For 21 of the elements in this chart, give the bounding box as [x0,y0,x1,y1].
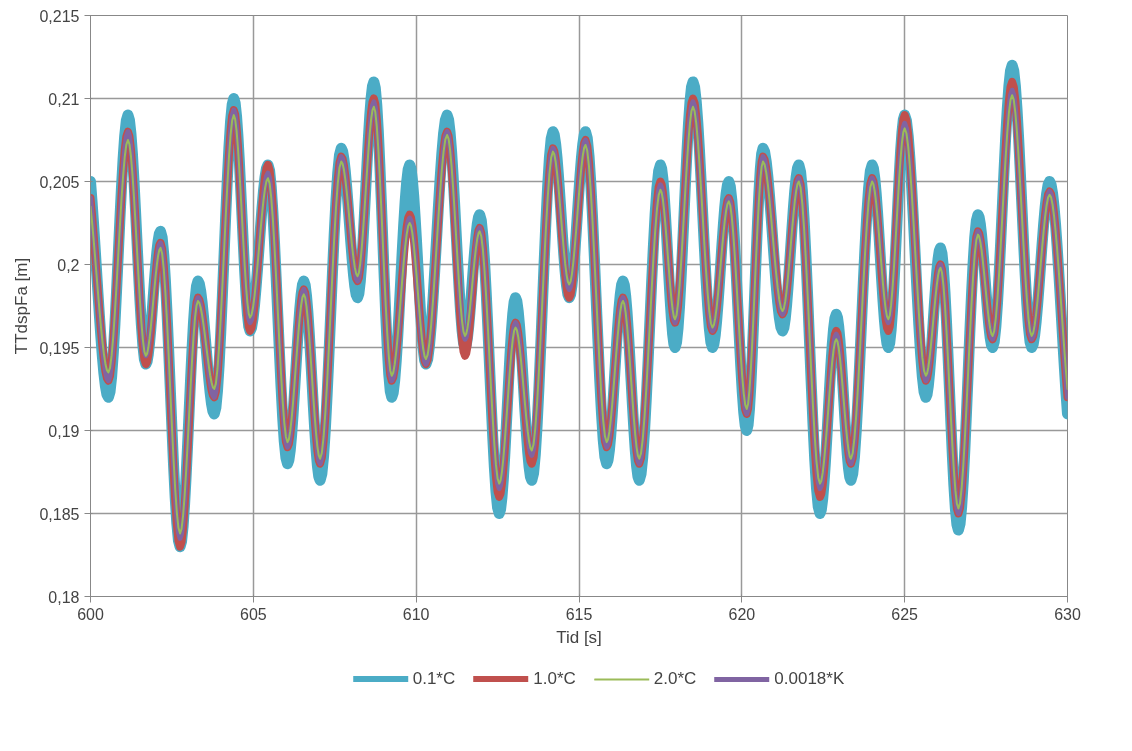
x-tick-label: 620 [728,605,756,623]
x-tick-label: 610 [402,605,430,623]
y-axis-title: TTdspFa [m] [12,257,32,355]
x-tick-label: 630 [1054,605,1081,623]
y-tick-label: 0,21 [48,90,80,108]
y-tick-label: 0,185 [39,505,80,523]
y-tick-label: 0,215 [39,7,80,25]
legend-label: 1.0*C [533,669,576,689]
legend-label: 2.0*C [653,669,697,689]
x-tick-label: 600 [77,605,104,623]
x-tick-label: 605 [239,605,267,623]
x-axis-title: Tid [s] [556,627,602,647]
y-tick-label: 0,19 [48,422,80,440]
y-tick-label: 0,205 [39,173,80,191]
x-tick-label: 625 [891,605,919,623]
x-tick-label: 615 [565,605,593,623]
legend-label: 0.1*C [412,669,456,689]
y-tick-label: 0,195 [39,339,80,357]
legend-label: 0.0018*K [774,669,845,689]
y-tick-label: 0,2 [57,256,80,274]
y-tick-label: 0,18 [48,588,80,606]
